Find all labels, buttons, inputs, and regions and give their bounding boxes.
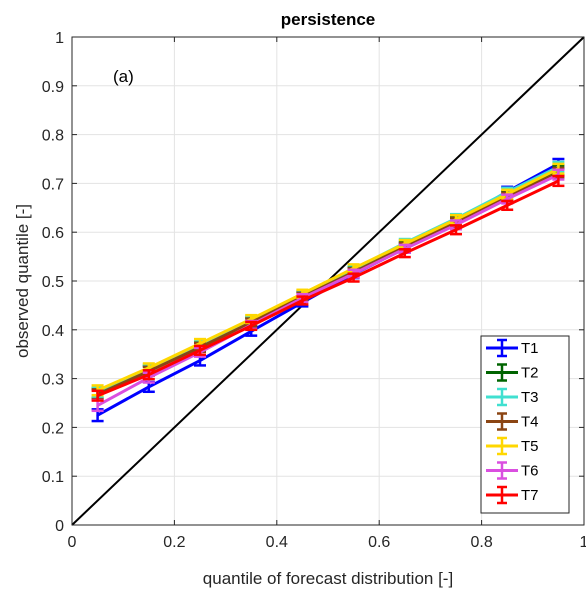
legend-item-T1: T1 xyxy=(486,338,539,358)
y-tick-label: 0.5 xyxy=(42,274,64,291)
data-point xyxy=(147,373,150,376)
legend-label: T5 xyxy=(521,438,539,455)
panel-label: (a) xyxy=(113,67,134,86)
y-tick-label: 0.6 xyxy=(42,225,64,242)
data-point xyxy=(506,197,509,201)
data-point xyxy=(454,228,458,231)
series-line xyxy=(96,167,560,392)
legend-label: T2 xyxy=(521,365,539,382)
data-point xyxy=(301,299,304,302)
x-axis-title: quantile of forecast distribution [-] xyxy=(203,569,453,588)
legend-box xyxy=(480,335,570,514)
x-tick-label: 0.8 xyxy=(470,534,492,551)
legend-item-T5: T5 xyxy=(486,436,539,456)
legend-item-T4: T4 xyxy=(486,412,539,431)
x-tick-label: 1 xyxy=(580,534,586,551)
series-T7 xyxy=(91,174,565,402)
legend-item-T6: T6 xyxy=(486,461,539,480)
y-tick-label: 0.3 xyxy=(42,372,64,389)
legend-label: T1 xyxy=(521,340,539,357)
data-point xyxy=(352,276,355,279)
data-point xyxy=(198,359,202,362)
data-point xyxy=(147,366,150,370)
x-tick-label: 0 xyxy=(68,534,77,551)
x-tick-label: 0.2 xyxy=(163,534,185,551)
data-point xyxy=(250,324,253,328)
y-tick-label: 0.7 xyxy=(42,176,64,193)
y-tick-label: 0.4 xyxy=(42,323,64,340)
data-point xyxy=(198,342,202,345)
y-axis-title: observed quantile [-] xyxy=(13,204,32,358)
data-point xyxy=(96,394,99,397)
data-point xyxy=(403,251,406,255)
legend-item-T3: T3 xyxy=(486,387,539,407)
x-tick-label: 0.6 xyxy=(368,534,390,551)
legend-label: T4 xyxy=(521,414,539,431)
legend-label: T3 xyxy=(521,389,539,406)
x-tick-label: 0.4 xyxy=(266,534,288,551)
axis-ticks: 0 0.2 0.4 0.6 0.8 1 0 0.1 0.2 0.3 0.4 0.5 0.6 0.7 0.8 0… xyxy=(42,30,586,551)
data-point xyxy=(557,179,560,183)
y-tick-label: 0.2 xyxy=(42,420,64,437)
data-point xyxy=(198,349,202,352)
chart-title: persistence xyxy=(281,10,376,29)
data-point xyxy=(96,414,99,417)
legend-item-T2: T2 xyxy=(486,363,539,382)
legend: T1 T2 T3 T4 T5 T6 T7 xyxy=(480,335,570,514)
y-tick-label: 0.1 xyxy=(42,469,64,486)
legend-label: T7 xyxy=(521,487,539,504)
legend-label: T6 xyxy=(521,463,539,480)
y-tick-label: 0.9 xyxy=(42,79,64,96)
series-line xyxy=(97,179,560,398)
y-tick-label: 0.8 xyxy=(42,128,64,145)
data-point xyxy=(96,404,99,407)
data-point xyxy=(506,204,509,207)
series-group xyxy=(91,157,565,423)
y-tick-label: 1 xyxy=(55,30,64,47)
series-line xyxy=(96,173,560,407)
legend-item-T7: T7 xyxy=(486,485,539,505)
data-point xyxy=(147,385,150,389)
y-tick-label: 0 xyxy=(55,518,64,535)
data-point xyxy=(250,317,253,321)
